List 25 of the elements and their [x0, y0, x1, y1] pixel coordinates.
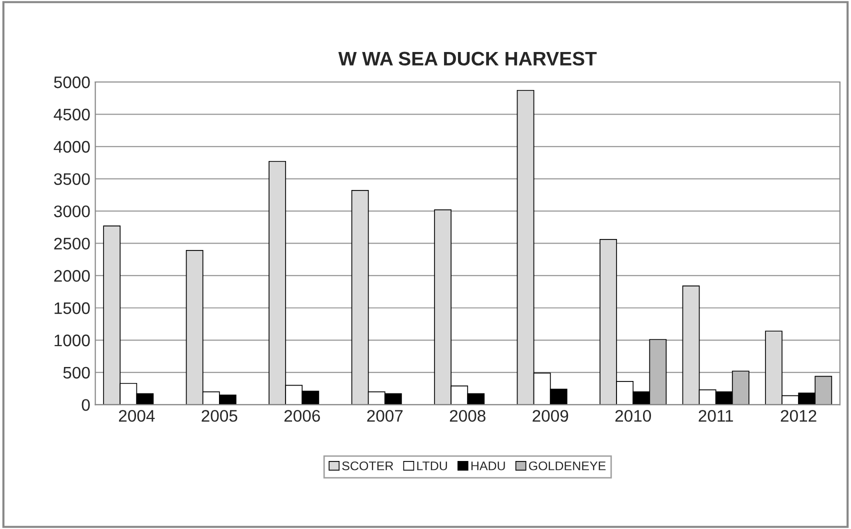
y-tick-label: 5000	[54, 76, 90, 88]
y-tick-label: 1500	[54, 302, 90, 314]
y-tick-label: 0	[82, 399, 90, 411]
y-tick-label: 4500	[54, 108, 90, 120]
y-tick-label: 2500	[54, 238, 90, 250]
x-tick-label: 2005	[202, 410, 238, 422]
y-tick-label: 3000	[54, 205, 90, 218]
y-tick-label: 3500	[54, 173, 90, 186]
legend-label: LTDU	[417, 462, 447, 470]
x-tick-label: 2012	[780, 410, 816, 422]
x-tick-label: 2008	[450, 410, 486, 422]
x-tick-label: 2011	[698, 410, 733, 422]
y-tick-label: 1000	[54, 334, 90, 346]
y-tick-label: 2000	[54, 270, 90, 282]
legend-label: GOLDENEYE	[528, 461, 606, 470]
x-tick-label: 2009	[532, 410, 568, 422]
x-tick-label: 2007	[367, 410, 403, 422]
y-tick-label: 500	[63, 366, 90, 379]
x-tick-label: 2006	[284, 410, 320, 422]
legend-label: SCOTER	[342, 461, 394, 470]
x-tick-label: 2004	[118, 410, 155, 422]
x-tick-label: 2010	[615, 410, 651, 422]
legend-label: HADU	[471, 462, 505, 470]
y-tick-label: 4000	[54, 140, 90, 153]
chart-title: W WA SEA DUCK HARVEST	[338, 52, 597, 66]
